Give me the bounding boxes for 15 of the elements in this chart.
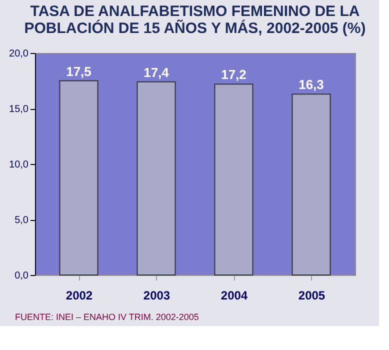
data-label: 16,3 [298, 77, 324, 92]
y-tick-label: 15,0 [9, 104, 29, 115]
x-tick-label: 2004 [220, 288, 248, 302]
data-label: 17,4 [144, 64, 170, 80]
chart-title: TASA DE ANALFABETISMO FEMENINO DE LA POBLACIÓN DE 15 AÑOS Y MÁS, 2002-2005 (%) [24, 3, 366, 37]
x-tick-label: 2003 [143, 288, 170, 302]
x-tick-label: 2002 [66, 288, 93, 302]
y-tick-label: 20,0 [9, 48, 29, 60]
y-tick-label: 5,0 [14, 215, 29, 226]
source-note: FUENTE: INEI – ENAHO IV TRIM. 2002-2005 [15, 312, 199, 322]
y-tick-label: 0,0 [14, 270, 29, 282]
data-label: 17,5 [66, 64, 92, 79]
y-tick-label: 10,0 [9, 160, 29, 170]
x-tick-label: 2005 [298, 288, 326, 302]
data-label: 17,2 [221, 67, 246, 82]
